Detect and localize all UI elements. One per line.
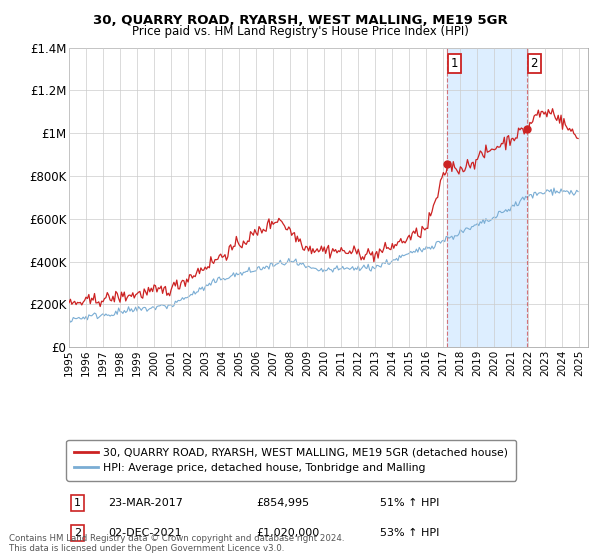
Text: 02-DEC-2021: 02-DEC-2021: [108, 528, 182, 538]
Text: 1: 1: [451, 57, 458, 69]
Text: £854,995: £854,995: [256, 498, 309, 508]
Text: 2: 2: [74, 528, 82, 538]
Text: Contains HM Land Registry data © Crown copyright and database right 2024.
This d: Contains HM Land Registry data © Crown c…: [9, 534, 344, 553]
Text: £1,020,000: £1,020,000: [256, 528, 319, 538]
Text: 1: 1: [74, 498, 81, 508]
Text: 53% ↑ HPI: 53% ↑ HPI: [380, 528, 440, 538]
Text: 23-MAR-2017: 23-MAR-2017: [108, 498, 183, 508]
Bar: [447, 48, 527, 347]
Text: Price paid vs. HM Land Registry's House Price Index (HPI): Price paid vs. HM Land Registry's House …: [131, 25, 469, 38]
Text: 51% ↑ HPI: 51% ↑ HPI: [380, 498, 440, 508]
Text: 2: 2: [530, 57, 538, 69]
Text: 30, QUARRY ROAD, RYARSH, WEST MALLING, ME19 5GR: 30, QUARRY ROAD, RYARSH, WEST MALLING, M…: [92, 14, 508, 27]
Legend: 30, QUARRY ROAD, RYARSH, WEST MALLING, ME19 5GR (detached house), HPI: Average p: 30, QUARRY ROAD, RYARSH, WEST MALLING, M…: [67, 440, 516, 480]
